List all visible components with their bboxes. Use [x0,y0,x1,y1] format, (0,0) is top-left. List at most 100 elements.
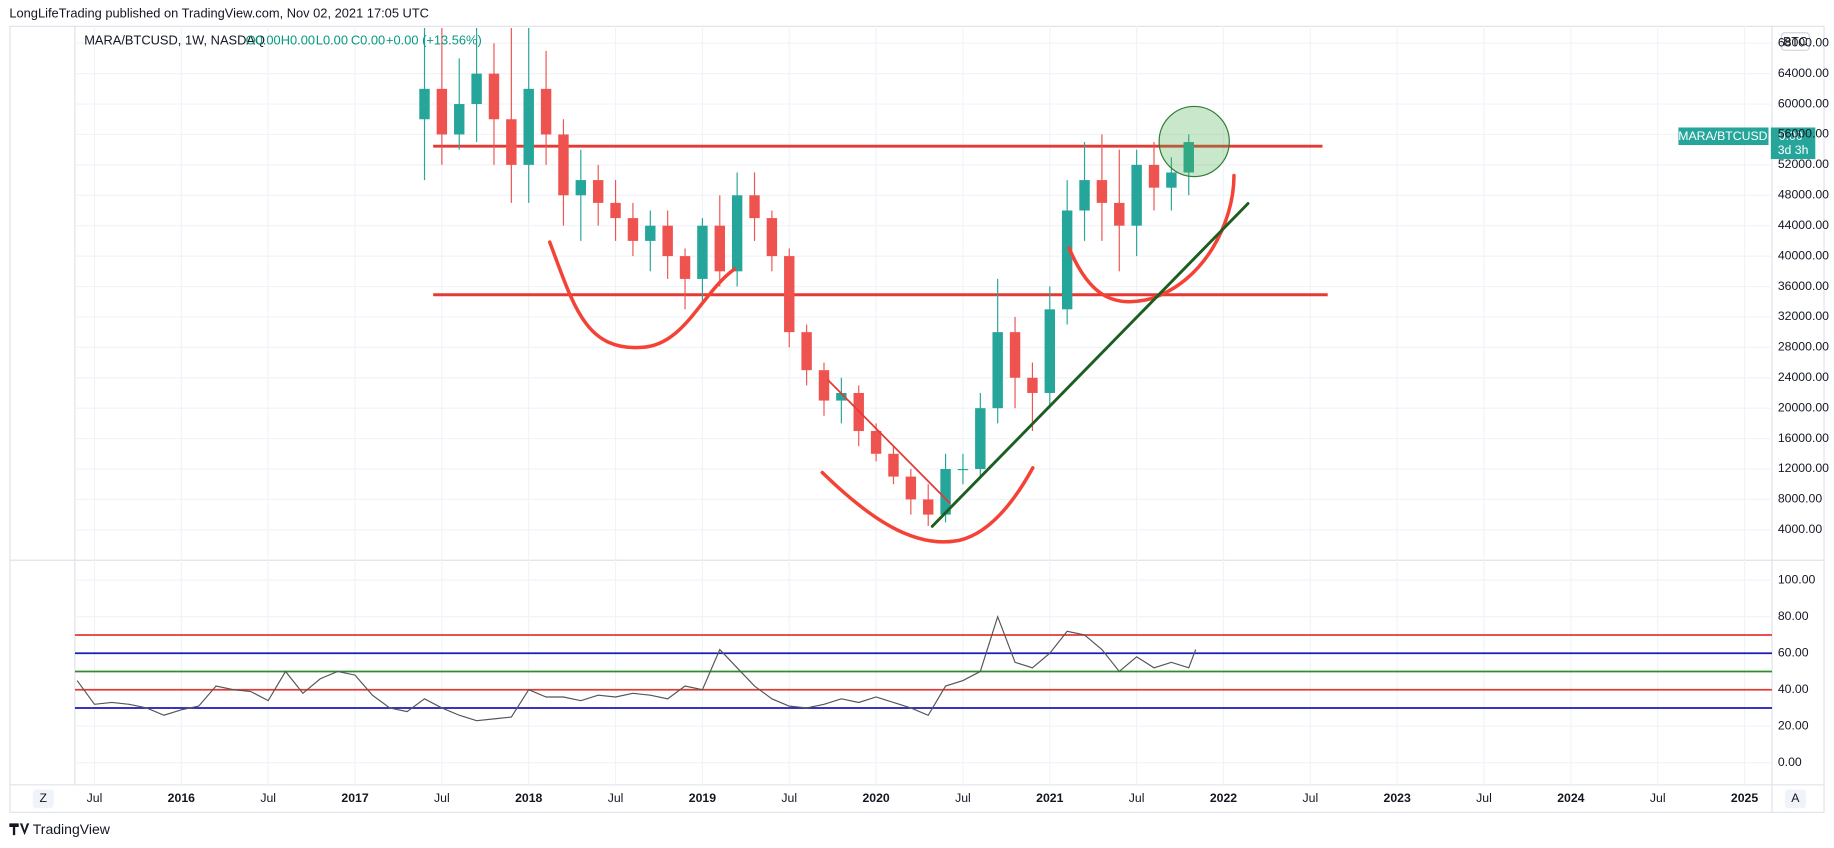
y-tick-label: 20000.00 [1778,400,1829,414]
candle-body [627,218,639,241]
y-tick-label: 52000.00 [1778,157,1829,171]
candle-body [714,225,725,272]
candle-body [940,468,951,515]
x-tick-label: 2016 [168,791,195,805]
candle-body [592,180,604,203]
candle-body [523,88,534,165]
candle-body [575,180,587,196]
x-tick-label: Jul [1476,791,1492,805]
candle-body [471,73,482,105]
x-tick-label: Jul [87,791,103,805]
x-tick-label: Jul [781,791,797,805]
indicator-pane [74,614,1773,722]
cup-drawing [547,240,737,350]
drawings [547,105,1250,544]
cup-drawing [1067,173,1236,304]
button[interactable] [1784,789,1806,809]
y-tick-label: 40.00 [1778,682,1809,696]
x-tick-label: 2019 [689,791,716,805]
legend-value: L0.00 [316,32,348,47]
button-label[interactable]: A [1791,791,1800,805]
candle-body [922,499,934,515]
currency-box[interactable] [1780,32,1811,51]
y-tick-label: 16000.00 [1778,431,1829,445]
y-tick-label: 20.00 [1778,718,1809,732]
button-label[interactable]: Z [40,791,48,805]
y-tick-label: 32000.00 [1778,309,1829,323]
y-tick-label: 12000.00 [1778,461,1829,475]
candle-body [1166,172,1177,188]
candle-body [1009,332,1021,378]
header: LongLifeTrading published on TradingView… [9,5,429,20]
candle-body [419,88,430,120]
candle-body [506,119,517,165]
x-tick-label: 2018 [515,791,542,805]
candle-body [975,408,986,469]
x-tick-label: 2020 [862,791,889,805]
y-tick-label: 36000.00 [1778,279,1829,293]
currency[interactable]: BTC [1783,34,1808,48]
candle-body [957,468,969,471]
legend: MARA/BTCUSD, 1W, NASDAQ O0.00 H0.00 L0.00 C… [84,32,482,47]
candle-body [454,104,465,135]
candle-body [1148,164,1160,188]
y-tick-label: 48000.00 [1778,188,1829,202]
price-tag [1770,127,1816,160]
candle-body [610,202,621,219]
symbol-tag [1678,127,1769,146]
x-tick-label: Jul [260,791,276,805]
y-tick-label: 0.00 [1778,755,1802,769]
y-tick-label: 56000.00 [1778,127,1829,141]
candle-body [697,225,708,279]
candle-body [662,225,673,257]
candle-body [1027,377,1038,393]
price-pane [419,28,1328,527]
y-tick-label: 68000.00 [1778,35,1829,49]
candle-body [749,195,760,219]
candle-body [558,134,569,196]
candle-body [540,88,552,135]
symbol-tag-text: MARA/BTCUSD [1678,129,1767,143]
symbol-title: MARA/BTCUSD, 1W, NASDAQ [84,32,265,47]
legend-value: O0.00 [246,32,281,47]
candle-body [731,195,743,272]
y-tick-label: 80.00 [1778,609,1809,623]
candle-body [818,370,830,401]
candle-body [488,73,500,120]
x-tick-label: Jul [1650,791,1666,805]
footer: TradingView [33,821,111,837]
x-tick-label: 2017 [341,791,368,805]
trend-line [827,379,951,504]
y-tick-label: 8000.00 [1778,492,1823,506]
y-tick-label: 60000.00 [1778,96,1829,110]
candle-body [645,225,656,241]
y-tick-label: 40000.00 [1778,248,1829,262]
candle-body [1096,180,1108,203]
y-tick-label: 24000.00 [1778,370,1829,384]
indicator-line [76,614,1197,722]
candle-body [888,453,899,477]
cup-drawing [820,466,1035,544]
candle-body [992,332,1003,409]
y-tick-label: 28000.00 [1778,340,1829,354]
logo [9,823,30,836]
x-tick-label: 2023 [1384,791,1411,805]
candle-body [679,256,691,279]
legend-value: H0.00 [281,32,315,47]
x-tick-label: Jul [1129,791,1145,805]
candle-body [1114,202,1125,226]
frame [9,25,1825,813]
candle-body [436,88,448,135]
x-tick-label: Jul [434,791,450,805]
y-tick-label: 100.00 [1778,572,1816,586]
price-tag-value: 0.00 [1779,129,1803,143]
x-tick-label: 2024 [1557,791,1584,805]
candle-body [870,430,882,454]
highlight-circle [1158,105,1230,178]
candle-body [801,332,812,371]
button[interactable] [32,789,54,809]
candle-body [1061,210,1073,310]
price-tag-countdown: 3d 3h [1778,143,1809,157]
